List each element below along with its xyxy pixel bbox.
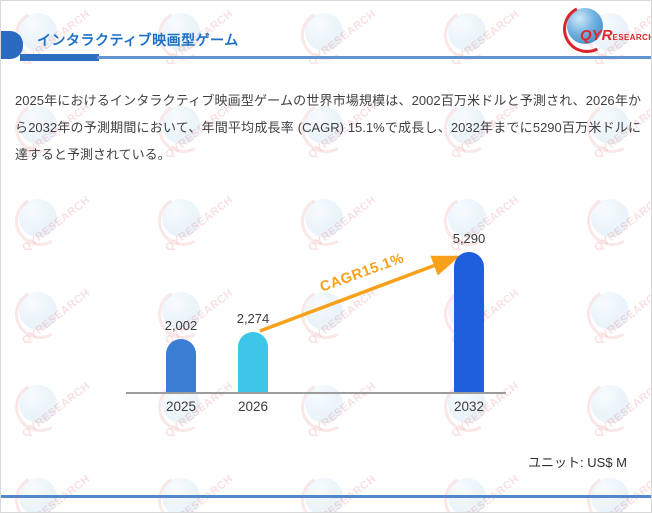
watermark-arc [581,376,643,438]
watermark-arc [9,376,71,438]
watermark-globe-icon [591,199,629,237]
header-rule-thin [97,56,651,59]
page-title: インタラクティブ映画型ゲーム [37,32,239,48]
watermark-text: QYRESEARCH [20,286,93,348]
bar-group-2032: 5,290 2032 [434,231,504,414]
x-tick-label: 2026 [237,399,269,414]
watermark-text: QYRESEARCH [592,379,652,441]
header-rule-thick [20,54,99,61]
logo-text: QYRESEARCH [580,27,652,45]
watermark-globe-icon [591,292,629,330]
watermark-text: QYRESEARCH [306,472,379,513]
watermark-globe-icon [19,292,57,330]
watermark-arc [295,469,357,512]
watermark-text: QYRESEARCH [20,193,93,255]
watermark-text: QYRESEARCH [20,379,93,441]
watermark-logo: QYRESEARCH [9,376,93,440]
bar-value-label: 2,002 [164,318,198,333]
watermark-logo: QYRESEARCH [295,469,379,512]
watermark-logo: QYRESEARCH [9,283,93,347]
unit-note: ユニット: US$ M [528,455,627,470]
bar-value-label: 2,274 [236,311,270,326]
bar-group-2025: 2,002 2025 [146,318,216,414]
watermark-globe-icon [19,385,57,423]
bar [166,339,196,392]
bottom-rule [1,495,651,498]
x-axis-line [126,392,506,394]
qyresearch-logo: QYRESEARCH [556,1,651,60]
market-summary-text: 2025年におけるインタラクティブ映画型ゲームの世界市場規模は、2002百万米ド… [15,93,641,162]
watermark-text: QYRESEARCH [592,472,652,513]
bar [238,332,268,392]
watermark-text: QYRESEARCH [449,7,522,69]
watermark-arc [581,283,643,345]
logo-text-primary: QYR [580,27,613,44]
watermark-text: QYRESEARCH [592,286,652,348]
watermark-text: QYRESEARCH [449,472,522,513]
globe-icon [567,8,603,44]
watermark-logo: QYRESEARCH [581,190,652,255]
watermark-logo: QYRESEARCH [581,469,652,513]
title-bookmark-shape [1,31,23,59]
watermark-arc [581,190,643,252]
watermark-logo: QYRESEARCH [152,469,236,512]
watermark-arc [152,469,214,512]
watermark-arc [9,469,71,512]
watermark-logo: QYRESEARCH [9,469,93,512]
watermark-text: QYRESEARCH [592,193,652,255]
watermark-globe-icon [305,13,343,51]
watermark-arc [9,283,71,345]
x-tick-label: 2025 [165,399,197,414]
watermark-arc [581,469,643,512]
watermark-logo: QYRESEARCH [438,469,522,512]
x-tick-label: 2032 [453,399,485,414]
bar [454,252,484,392]
bar-value-label: 5,290 [452,231,486,246]
cagr-arrow [259,255,461,333]
watermark-text: QYRESEARCH [306,7,379,69]
watermark-globe-icon [448,13,486,51]
watermark-logo: QYRESEARCH [581,376,652,441]
watermark-arc [438,469,500,512]
logo-text-secondary: ESEARCH [612,33,652,42]
watermark-logo: QYRESEARCH [581,283,652,348]
bar-group-2026: 2,274 2026 [218,311,288,414]
watermark-text: QYRESEARCH [163,472,236,513]
watermark-logo: QYRESEARCH [9,190,93,254]
watermark-arc [9,190,71,252]
plot-area: CAGR15.1% 2,002 2025 2,274 2026 5,290 2032 [126,211,506,414]
watermark-globe-icon [591,385,629,423]
watermark-text: QYRESEARCH [20,472,93,513]
watermark-globe-icon [19,199,57,237]
